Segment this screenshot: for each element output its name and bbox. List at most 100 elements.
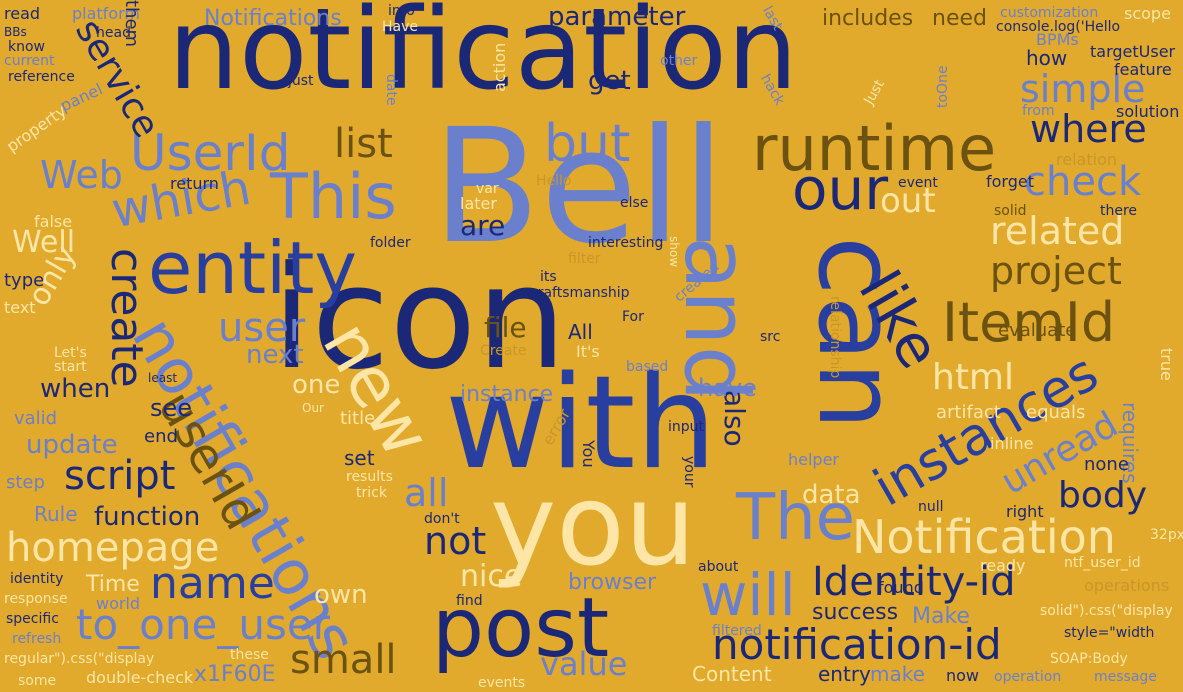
cloud-word-there: there [1100,203,1138,219]
cloud-word-out: out [880,181,936,221]
cloud-word-folder: folder [370,235,411,251]
cloud-word-response: response [4,591,68,607]
cloud-word-create: create [101,248,152,388]
cloud-word-make: Make [912,604,970,629]
cloud-word-solid: solid [994,203,1027,219]
cloud-word-none: none [1084,454,1129,475]
cloud-word-value: value [540,645,628,683]
cloud-word-list: list [334,121,393,167]
cloud-word-x1f60e: x1F60E [194,662,276,687]
cloud-word-helper: helper [788,450,840,469]
cloud-word-scope: scope [1124,4,1171,23]
cloud-word-else: else [620,195,649,211]
cloud-word-our-cap: Our [302,401,324,415]
cloud-word-some: some [18,673,57,689]
cloud-word-parameter: parameter [548,2,686,32]
cloud-word-where: where [1030,107,1147,151]
cloud-word-targetuser: targetUser [1090,42,1176,61]
cloud-word-based: based [626,359,669,375]
cloud-word-rule: Rule [34,502,78,526]
cloud-word-related: related [990,209,1125,253]
cloud-word-set: set [344,446,375,470]
cloud-word-found: found [878,578,924,597]
cloud-word-you-cap: You [579,440,598,468]
cloud-word-html: html [932,357,1015,398]
cloud-word-end: end [144,426,178,447]
cloud-word-data: data [802,480,861,510]
cloud-word-false: false [34,212,73,231]
cloud-word-later: later [460,194,497,213]
cloud-word-src: src [760,329,781,345]
cloud-word-see: see [150,394,193,422]
cloud-word-valid: valid [14,408,58,429]
cloud-word-return: return [170,174,219,193]
cloud-word-equals: equals [1026,402,1086,423]
cloud-word-these: these [230,647,269,663]
cloud-word-script: script [64,453,176,499]
cloud-word-function: function [94,502,201,532]
cloud-word-customization: customization [1000,5,1099,21]
cloud-word-platform: platform [72,4,140,23]
cloud-word-well: Well [12,225,76,260]
cloud-word-all-cap: All [568,320,593,344]
cloud-word-about: about [698,559,739,575]
cloud-word-them: them [121,0,142,48]
cloud-word-console-log: console.log('Hello [996,19,1121,35]
cloud-word-will: will [700,561,796,629]
cloud-word-notifications-cap: Notifications [204,6,342,31]
cloud-word-action: action [490,42,509,92]
cloud-word-its-cap: It's [576,342,600,361]
cloud-word-hello: Hello [536,173,572,189]
cloud-word-property: property [2,101,70,156]
cloud-word-world: world [96,594,141,613]
cloud-word-true: true [1157,348,1176,381]
cloud-word-into: into [388,3,415,19]
cloud-word-notification-cap: Notification [852,510,1116,564]
cloud-word-update: update [26,430,118,460]
cloud-word-icon: icon [272,236,567,401]
cloud-word-title: title [340,408,376,429]
cloud-word-read: read [4,4,41,23]
cloud-word-have: have [698,374,757,402]
cloud-word-specific: specific [6,611,59,627]
cloud-word-solid-css: solid").css("display [1040,603,1173,619]
cloud-word-itemid: ItemId [942,291,1116,354]
cloud-word-now: now [946,666,980,685]
cloud-word-you: you [490,461,696,591]
cloud-word-one: one [292,370,341,400]
cloud-word-know: know [8,39,45,55]
cloud-word-bpms: BPMs [1036,30,1079,49]
cloud-word-are: are [460,209,506,242]
cloud-word-get: get [588,66,631,96]
cloud-word-create-cap: Create [480,343,527,359]
cloud-word-just: just [288,73,314,89]
cloud-word-to-one-user: to_one_user [76,600,330,649]
cloud-word-entity: entity [148,226,358,310]
cloud-word-solution: solution [1116,102,1180,121]
cloud-word-not: not [424,519,487,563]
cloud-word-time: Time [86,572,140,597]
cloud-word-find: find [456,593,483,609]
cloud-word-its: its [540,269,557,285]
cloud-word-right: right [1006,502,1044,521]
cloud-word-small: small [290,637,397,683]
cloud-word-notification-id: notification-id [712,620,1002,669]
cloud-word-artifact: artifact [936,402,1001,423]
cloud-word-all: all [404,471,449,515]
cloud-word-head: head [96,25,131,41]
cloud-word-file: file [484,311,527,344]
cloud-word-content: Content [692,662,772,686]
cloud-word-events: events [478,675,526,691]
cloud-word-interesting: interesting [588,235,664,251]
cloud-word-but: but [544,114,631,174]
cloud-word-for: For [622,309,644,325]
cloud-word-craftsmanship: craftsmanship [530,285,630,301]
cloud-word-type: type [4,270,45,291]
cloud-word-show: show [667,236,681,268]
cloud-word-userid-cap: UserId [130,124,291,182]
cloud-word-instance: instance [460,382,554,407]
cloud-word-reference: reference [8,69,75,85]
cloud-word-message: message [1094,669,1157,685]
cloud-word-need: need [932,6,987,31]
cloud-word-filter: filter [568,251,601,267]
